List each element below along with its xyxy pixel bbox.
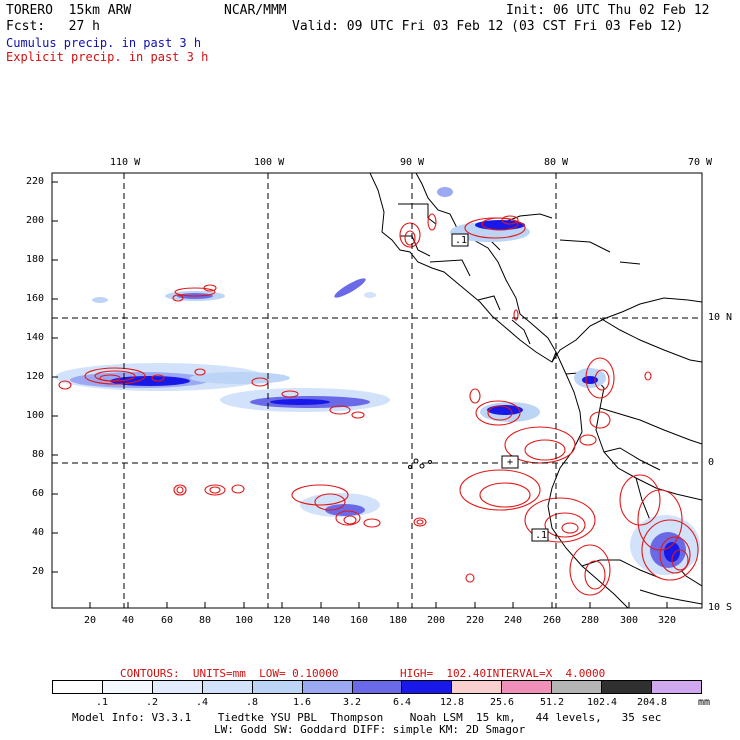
lat-label: 0 xyxy=(708,457,715,468)
colorbar-label: 102.4 xyxy=(586,697,618,708)
y-tick-label: 180 xyxy=(26,254,45,265)
colorbar-unit: mm xyxy=(698,697,711,708)
colorbar-label: 25.6 xyxy=(489,697,515,708)
x-tick-label: 220 xyxy=(466,615,485,626)
y-tick-label: 140 xyxy=(26,332,45,343)
x-tick-label: 320 xyxy=(658,615,677,626)
colorbar-cell xyxy=(502,681,553,693)
model-physics: LW: Godd SW: Goddard DIFF: simple KM: 2D… xyxy=(214,723,526,736)
colorbar-cell xyxy=(53,681,103,693)
x-tick-label: 40 xyxy=(122,615,135,626)
x-tick-label: 140 xyxy=(312,615,331,626)
colorbar-label: .4 xyxy=(195,697,209,708)
lon-label: 80 W xyxy=(544,157,569,168)
colorbar-label: 3.2 xyxy=(342,697,362,708)
x-tick-label: 280 xyxy=(581,615,600,626)
cumulus-precip-layer xyxy=(55,187,700,575)
contour-high: HIGH= 102.40 xyxy=(400,667,487,680)
colorbar-cell xyxy=(202,681,253,693)
colorbar-cell xyxy=(652,681,701,693)
colorbar-label: .8 xyxy=(245,697,259,708)
lon-label: 70 W xyxy=(688,157,713,168)
valid-time: Valid: 09 UTC Fri 03 Feb 12 (03 CST Fri … xyxy=(292,19,684,34)
x-tick-label: 300 xyxy=(620,615,639,626)
colorbar-cell xyxy=(602,681,653,693)
plot-frame xyxy=(51,172,703,609)
x-tick-label: 100 xyxy=(235,615,254,626)
x-tick-label: 260 xyxy=(543,615,562,626)
point-markers xyxy=(451,233,549,542)
y-tick-label: 200 xyxy=(26,215,45,226)
y-tick-label: 20 xyxy=(32,566,45,577)
colorbar-labels: .1 .2 .4 .8 1.6 3.2 6.4 12.8 25.6 51.2 102.4 204.8 xyxy=(52,697,702,709)
colorbar-cell xyxy=(552,681,603,693)
x-tick-marks xyxy=(89,602,668,608)
forecast-hour: Fcst: 27 h xyxy=(6,19,100,34)
point-label: .1 xyxy=(455,235,468,246)
colorbar-cell xyxy=(402,681,453,693)
x-tick-label: 120 xyxy=(273,615,292,626)
contour-interval: INTERVAL=X 4.0000 xyxy=(486,667,606,680)
colorbar-label: 6.4 xyxy=(392,697,412,708)
x-tick-label: 240 xyxy=(504,615,523,626)
y-tick-label: 40 xyxy=(32,527,45,538)
colorbar-cell xyxy=(352,681,403,693)
colorbar-label: 51.2 xyxy=(539,697,565,708)
colorbar-label: .1 xyxy=(95,697,109,708)
colorbar-label: 12.8 xyxy=(439,697,465,708)
y-tick-label: 100 xyxy=(26,410,45,421)
graticule xyxy=(52,173,702,608)
explicit-contour-layer xyxy=(58,213,699,596)
colorbar-cell xyxy=(252,681,303,693)
contour-info: CONTOURS: UNITS=mm LOW= 0.10000 xyxy=(120,667,339,680)
colorbar-label: 204.8 xyxy=(636,697,668,708)
lon-label: 110 W xyxy=(110,157,141,168)
colorbar-cell xyxy=(102,681,153,693)
point-label: + xyxy=(507,457,514,468)
init-time: Init: 06 UTC Thu 02 Feb 12 xyxy=(506,3,710,18)
map-content xyxy=(55,173,702,608)
colorbar xyxy=(52,680,702,694)
colorbar-cell xyxy=(452,681,503,693)
center-name: NCAR/MMM xyxy=(224,3,287,18)
x-tick-label: 160 xyxy=(350,615,369,626)
colorbar-cell xyxy=(152,681,203,693)
model-info: Model Info: V3.3.1 Tiedtke YSU PBL Thomp… xyxy=(72,711,662,724)
lon-label: 90 W xyxy=(400,157,425,168)
x-tick-label: 60 xyxy=(161,615,174,626)
explicit-legend: Explicit precip. in past 3 h xyxy=(6,50,209,64)
y-tick-marks xyxy=(52,181,58,573)
lat-label: 10 N xyxy=(708,312,733,323)
colorbar-cell xyxy=(302,681,353,693)
point-label: .1 xyxy=(535,530,548,541)
y-tick-label: 220 xyxy=(26,176,45,187)
y-tick-label: 160 xyxy=(26,293,45,304)
y-tick-label: 80 xyxy=(32,449,45,460)
y-tick-label: 60 xyxy=(32,488,45,499)
x-tick-label: 20 xyxy=(84,615,97,626)
model-name: TORERO 15km ARW xyxy=(6,3,132,18)
lon-label: 100 W xyxy=(254,157,285,168)
colorbar-label: 1.6 xyxy=(292,697,312,708)
cumulus-legend: Cumulus precip. in past 3 h xyxy=(6,36,202,50)
x-tick-label: 200 xyxy=(427,615,446,626)
x-tick-label: 180 xyxy=(389,615,408,626)
x-tick-label: 80 xyxy=(199,615,212,626)
colorbar-label: .2 xyxy=(145,697,159,708)
lat-label: 10 S xyxy=(708,602,733,613)
y-tick-label: 120 xyxy=(26,371,45,382)
